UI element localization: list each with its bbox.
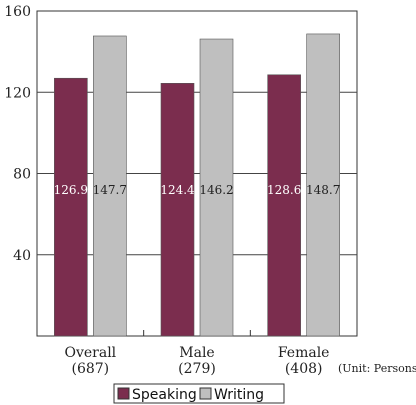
data-label-writing: 147.7 bbox=[93, 183, 127, 197]
bar-speaking-female bbox=[267, 74, 301, 337]
unit-note: (Unit: Persons) bbox=[338, 362, 416, 375]
data-label-speaking: 126.9 bbox=[54, 183, 88, 197]
legend-label-writing: Writing bbox=[214, 387, 264, 403]
bar-writing-female bbox=[306, 33, 340, 337]
x-category-label: Male bbox=[179, 345, 214, 361]
bar-speaking-male bbox=[160, 83, 195, 337]
data-label-speaking: 124.4 bbox=[160, 183, 195, 197]
data-label-writing: 148.7 bbox=[306, 183, 340, 197]
axes: 40 80 120 160 Overall(687) Male(279) Female(40… bbox=[4, 4, 329, 377]
data-label-speaking: 128.6 bbox=[267, 183, 301, 197]
bar-writing-male bbox=[199, 38, 234, 337]
x-category-count: (408) bbox=[285, 361, 323, 377]
x-category-label: Female bbox=[278, 345, 330, 361]
legend: Speaking Writing bbox=[113, 383, 285, 404]
legend-label-speaking: Speaking bbox=[132, 387, 197, 403]
y-tick-label: 40 bbox=[13, 248, 31, 264]
legend-swatch-speaking bbox=[117, 387, 130, 400]
y-tick-label: 80 bbox=[13, 167, 31, 183]
bar-speaking-overall bbox=[54, 77, 88, 337]
bar-writing-overall bbox=[93, 35, 127, 337]
data-label-writing: 146.2 bbox=[199, 183, 233, 197]
x-category-label: Overall bbox=[64, 345, 116, 361]
legend-swatch-writing bbox=[199, 387, 212, 400]
y-tick-label: 160 bbox=[4, 4, 31, 20]
x-category-count: (687) bbox=[72, 361, 110, 377]
gridlines bbox=[37, 91, 357, 256]
legend-box bbox=[113, 383, 285, 404]
y-tick-label: 120 bbox=[4, 85, 31, 101]
bars: 126.9 147.7 124.4 146.2 128.6 148.7 bbox=[54, 33, 340, 337]
x-category-count: (279) bbox=[178, 361, 216, 377]
